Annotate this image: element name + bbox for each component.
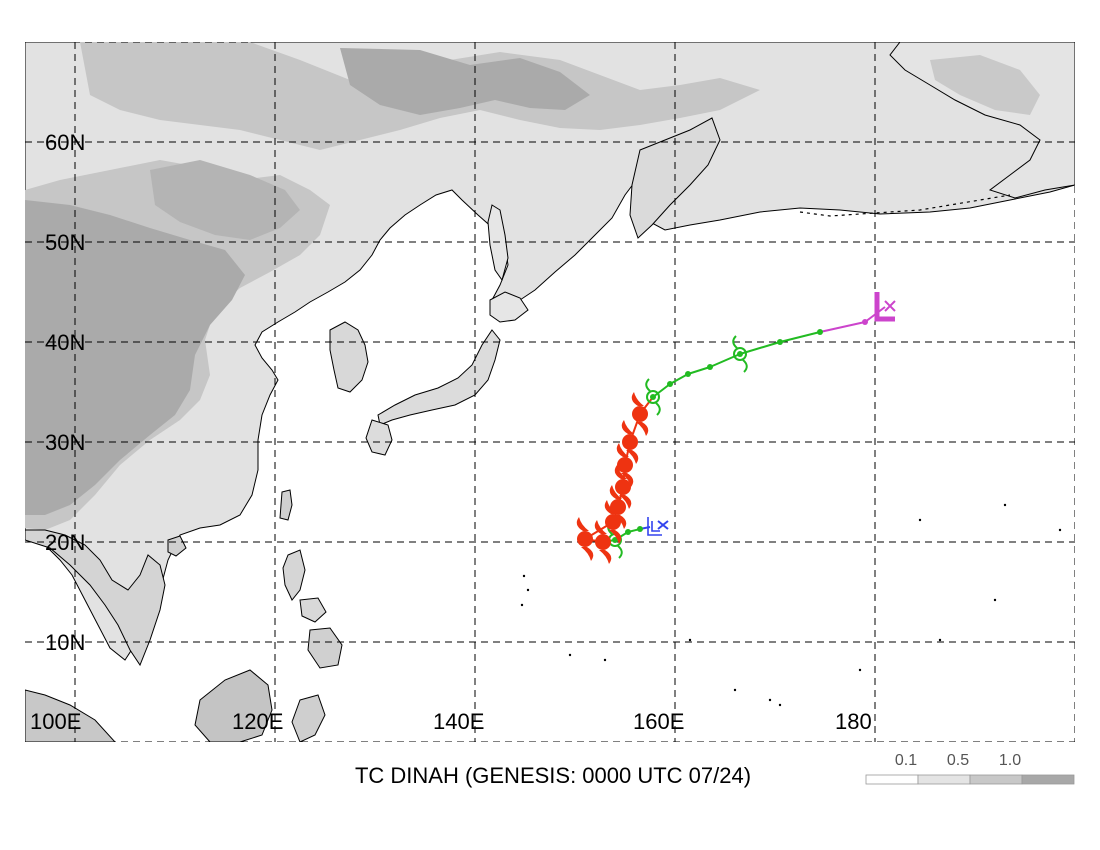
landmass-hainan [167, 535, 187, 557]
legend-swatch-2 [969, 774, 1023, 785]
track-segment [652, 383, 671, 398]
track-point [685, 371, 691, 377]
terrain-dark-2 [340, 48, 590, 115]
aleutian-chain [799, 194, 1011, 217]
landmass-korea [329, 321, 369, 393]
terrain-dark [25, 200, 245, 515]
typhoon-symbol [621, 420, 639, 464]
lat-label-30n: 30N [45, 430, 85, 455]
typhoon-symbol [609, 485, 627, 529]
lon-label-120e: 120E [232, 709, 283, 734]
legend-label-1: 0.5 [947, 752, 969, 769]
track-segment [687, 366, 711, 375]
track-point [637, 526, 643, 532]
legend-label-2: 1.0 [999, 752, 1021, 769]
track-point [737, 351, 743, 357]
legend-swatch-0 [865, 774, 919, 785]
track-point [862, 319, 868, 325]
lat-label-10n: 10N [45, 630, 85, 655]
legend-swatch-1 [917, 774, 971, 785]
landmass-borneo [194, 669, 273, 742]
lat-label-40n: 40N [45, 330, 85, 355]
typhoon-symbol [616, 443, 634, 487]
lon-label-100e: 100E [30, 709, 81, 734]
landmass-japan-honshu [377, 329, 501, 426]
legend-label-0: 0.1 [895, 752, 917, 769]
legend-swatch-3 [1021, 774, 1075, 785]
landmass-taiwan [279, 489, 293, 521]
typhoon-symbol [614, 465, 632, 509]
terrain-alaska [930, 55, 1040, 115]
track-point [777, 339, 783, 345]
track-segment [779, 331, 821, 343]
lon-label-180: 180 [835, 709, 872, 734]
map-title: TC DINAH (GENESIS: 0000 UTC 07/24) [355, 763, 751, 788]
longitude-labels: 100E 120E 140E 160E 180 [30, 709, 872, 734]
track-segment [819, 321, 866, 333]
landmass-luzon [282, 549, 306, 601]
dissipation-marker [874, 292, 896, 322]
genesis-marker [647, 517, 669, 536]
lat-label-20n: 20N [45, 530, 85, 555]
track-point [707, 364, 713, 370]
latitude-labels: 60N 50N 40N 30N 20N 10N [45, 130, 85, 655]
typhoon-symbol [594, 520, 612, 564]
tropical-storm-symbol [645, 378, 661, 416]
tropical-storm-symbol [732, 335, 748, 373]
terrain-dark-3 [150, 160, 300, 240]
landmass-japan-kyushu [365, 419, 393, 456]
track-point [625, 529, 631, 535]
typhoon-symbol [631, 392, 649, 436]
lat-lon-grid [25, 42, 1075, 742]
landmass-visayas [299, 597, 327, 623]
storm-track [576, 292, 896, 564]
lat-label-60n: 60N [45, 130, 85, 155]
landmass-japan-hokkaido [489, 291, 529, 323]
shading-legend: 0.1 0.5 1.0 [865, 752, 1075, 785]
lon-label-160e: 160E [633, 709, 684, 734]
typhoon-symbol [576, 517, 594, 561]
landmass-mindanao [307, 627, 343, 669]
track-segment [669, 373, 689, 385]
landmass-sulawesi [291, 694, 326, 742]
lat-label-50n: 50N [45, 230, 85, 255]
track-point [667, 381, 673, 387]
lon-label-140e: 140E [433, 709, 484, 734]
track-point [817, 329, 823, 335]
landmass-malay [25, 689, 116, 742]
track-point [612, 537, 618, 543]
track-point [650, 394, 656, 400]
typhoon-symbol [604, 500, 622, 544]
pacific-islands [520, 503, 1062, 707]
